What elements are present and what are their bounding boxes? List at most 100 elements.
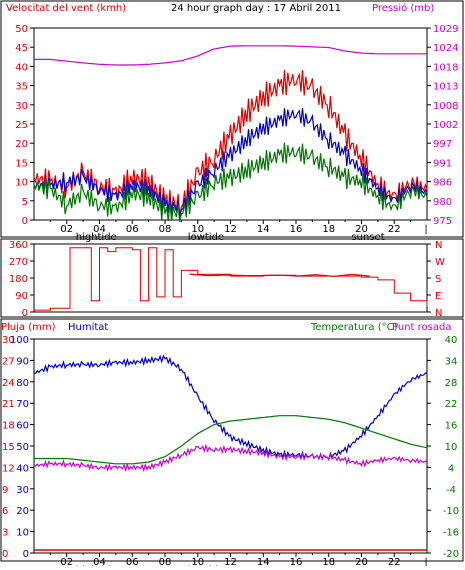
- rain-tick-label: 21: [2, 399, 15, 410]
- humidity-tick-label: 0: [23, 549, 29, 560]
- frame-mid: [0, 238, 464, 318]
- compass-label: E: [435, 291, 441, 302]
- humidity-temperature-chart: 0 0 -203 10 -166 20 -109 30 -412 40 415 50 1018 60 162…: [2, 335, 459, 570]
- series-avg_green-line: [33, 142, 428, 222]
- top-right-tick-label: 997: [433, 139, 452, 150]
- top-x-tick-label: 14: [257, 224, 270, 235]
- temperature-tick-label: 40: [445, 335, 458, 346]
- top-right-tick-label: 1002: [433, 120, 458, 131]
- compass-label: W: [435, 257, 445, 268]
- top-left-tick-label: 50: [15, 24, 28, 35]
- top-left-tick-label: 0: [22, 216, 28, 227]
- top-x-tick-label: 12: [224, 224, 237, 235]
- temperature-tick-label: -10: [443, 506, 459, 517]
- humidity-tick-label: 50: [16, 442, 29, 453]
- bot-x-tick-label: 12: [224, 557, 237, 566]
- mid-left-tick-label: 360: [9, 240, 28, 251]
- top-right-tick-label: 991: [433, 158, 452, 169]
- dewpoint-axis-title: Punt rosada: [392, 322, 451, 333]
- temperature-tick-label: -16: [443, 528, 459, 539]
- humidity-axis-title: Humitat: [68, 322, 108, 333]
- bot-x-tick-label: 20: [355, 557, 368, 566]
- top-left-tick-label: 45: [15, 43, 28, 54]
- temperature-tick-label: 10: [445, 442, 458, 453]
- rain-tick-label: 12: [2, 463, 15, 474]
- top-right-tick-label: 1013: [433, 82, 458, 93]
- top-x-tick-label: 06: [126, 224, 139, 235]
- temperature-tick-label: 4: [448, 463, 454, 474]
- pressure-axis-title: Pressió (mb): [372, 2, 434, 14]
- rain-tick-label: 9: [2, 485, 8, 496]
- top-left-tick-label: 35: [15, 82, 28, 93]
- series-humidity-line: [33, 354, 428, 462]
- rain-tick-label: 18: [2, 421, 15, 432]
- top-x-tick-label: 20: [355, 224, 368, 235]
- bot-x-tick-label: 02: [60, 557, 73, 566]
- rain-tick-label: 6: [2, 506, 8, 517]
- bot-x-tick-label: 22: [388, 557, 401, 566]
- top-right-tick-label: 1024: [433, 43, 458, 54]
- top-x-tick-label: 18: [322, 224, 335, 235]
- mid-left-tick-label: 90: [15, 291, 28, 302]
- humidity-tick-label: 90: [16, 356, 29, 367]
- top-event-label: lowtide: [188, 232, 224, 243]
- rain-tick-label: 30: [2, 335, 15, 346]
- bot-x-tick-label: 08: [159, 557, 172, 566]
- top-right-tick-label: 986: [433, 178, 452, 189]
- top-x-end-mark: |: [424, 224, 427, 235]
- top-left-tick-label: 5: [22, 197, 28, 208]
- bot-x-tick-label: 14: [257, 557, 270, 566]
- series-direction-line: [34, 247, 428, 311]
- plot-area-mid: [33, 243, 428, 313]
- compass-label: S: [435, 274, 441, 285]
- top-left-tick-label: 10: [15, 178, 28, 189]
- series-wind-line: [33, 69, 428, 216]
- top-right-tick-label: 1029: [433, 24, 458, 35]
- humidity-tick-label: 80: [16, 378, 29, 389]
- bot-x-tick-label: 18: [322, 557, 335, 566]
- top-x-tick-label: 10: [191, 224, 204, 235]
- rain-tick-label: 27: [2, 356, 15, 367]
- rain-tick-label: 24: [2, 378, 15, 389]
- top-event-label: hightide: [76, 232, 117, 243]
- bot-x-end-mark: |: [424, 557, 427, 566]
- bot-x-tick-label: 06: [126, 557, 139, 566]
- top-x-tick-label: 08: [159, 224, 172, 235]
- temperature-tick-label: 22: [445, 399, 458, 410]
- humidity-tick-label: 60: [16, 421, 29, 432]
- temperature-tick-label: 16: [445, 421, 458, 432]
- temperature-axis-title: Temperatura (°C): [310, 322, 398, 333]
- series-gust_blue-line: [33, 107, 428, 217]
- top-left-tick-label: 15: [15, 158, 28, 169]
- mid-left-tick-label: 0: [22, 308, 28, 319]
- compass-label: N: [435, 240, 442, 251]
- temperature-tick-label: 28: [445, 378, 458, 389]
- top-right-tick-label: 1018: [433, 62, 458, 73]
- top-left-tick-label: 30: [15, 101, 28, 112]
- frame-top: [0, 0, 464, 238]
- plot-area-bottom: [33, 338, 428, 554]
- wind-axis-title: Velocitat del vent (kmh): [6, 3, 126, 14]
- rain-tick-label: 0: [2, 549, 8, 560]
- top-left-tick-label: 25: [15, 120, 28, 131]
- bot-x-tick-label: 10: [191, 557, 204, 566]
- top-right-tick-label: 980: [433, 197, 452, 208]
- series-direction-detail: [189, 273, 370, 277]
- rain-axis-title: Pluja (mm): [1, 322, 56, 333]
- top-x-tick-label: 02: [60, 224, 73, 235]
- chart-title: 24 hour graph day : 17 Abril 2011: [171, 3, 341, 14]
- mid-left-tick-label: 270: [9, 257, 28, 268]
- temperature-tick-label: -4: [446, 485, 456, 496]
- series-dewpoint-line: [33, 443, 428, 473]
- humidity-tick-label: 20: [16, 506, 29, 517]
- humidity-tick-label: 100: [10, 335, 29, 346]
- top-event-label: sunset: [351, 232, 384, 243]
- top-x-tick-label: 22: [388, 224, 401, 235]
- humidity-tick-label: 10: [16, 528, 29, 539]
- series-temperature-line: [34, 415, 428, 465]
- humidity-tick-label: 30: [16, 485, 29, 496]
